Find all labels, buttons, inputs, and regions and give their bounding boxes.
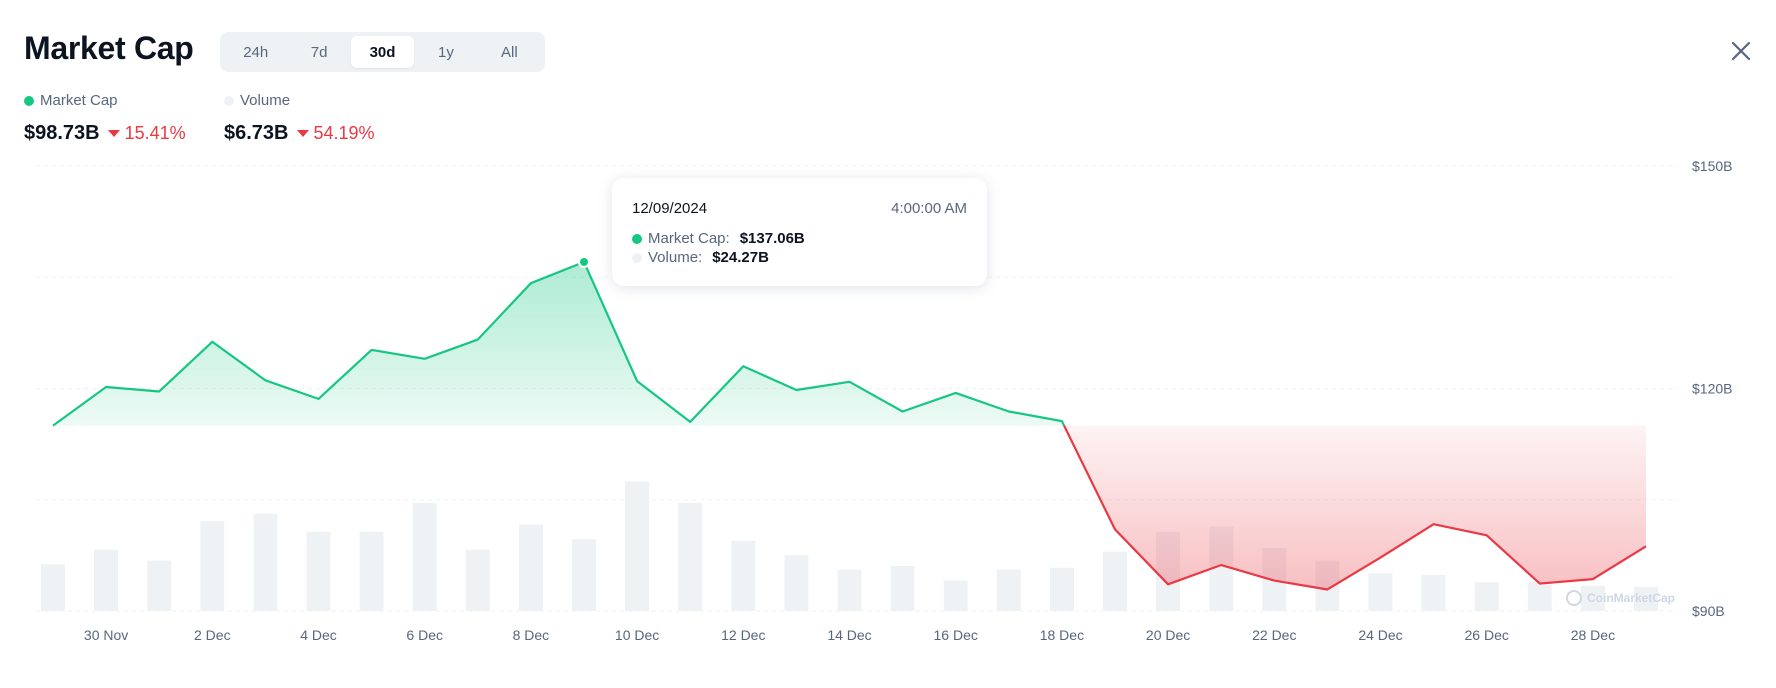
x-tick-label: 8 Dec [513,627,550,643]
volume-bar [1474,582,1499,611]
volume-change: 54.19% [296,123,375,144]
y-tick-label: $120B [1692,381,1732,397]
watermark-text: CoinMarketCap [1587,591,1676,605]
market-cap-change-text: 15.41% [124,123,186,143]
x-tick-label: 6 Dec [406,627,443,643]
volume-bar [890,566,915,611]
market-cap-line-down [1063,425,1647,591]
caret-down-icon [107,130,120,137]
tab-7d[interactable]: 7d [310,43,328,61]
tooltip-volume-label: Volume: [648,249,703,266]
volume-dot-icon [632,252,642,263]
tab-1y[interactable]: 1y [438,43,454,61]
legend-market-cap-label: Market Cap [40,92,118,109]
y-tick-label: $150B [1692,158,1732,174]
close-icon[interactable] [1726,36,1756,66]
watermark: CoinMarketCap [1566,590,1675,606]
tooltip-date: 12/09/2024 [632,200,708,217]
volume-value: $6.73B [224,122,289,144]
tooltip-market-cap-row: Market Cap: $137.06B [632,230,805,247]
volume-bar [625,481,650,611]
volume-bar [359,531,384,611]
volume-bar [1580,585,1605,611]
volume-bar [200,521,225,611]
volume-bar [1527,582,1552,611]
x-tick-label: 10 Dec [615,627,659,643]
volume-bar [1368,573,1393,611]
legend-volume[interactable]: Volume [224,92,290,109]
volume-bar [94,549,119,611]
volume-bar [253,513,278,611]
time-range-tabs: 24h 7d 30d 1y All [220,32,545,72]
volume-bar [1103,551,1127,611]
market-cap-value: $98.73B [24,122,100,144]
x-tick-label: 14 Dec [827,627,871,643]
market-cap-area-down [1064,425,1646,590]
volume-bar [996,569,1021,611]
volume-bar [572,539,596,611]
volume-bar [1421,575,1446,611]
tooltip-volume-value: $24.27B [712,249,769,266]
volume-change-text: 54.19% [313,123,375,143]
hover-point [578,255,590,268]
page-title: Market Cap [24,30,194,66]
coinmarketcap-logo-icon [1566,590,1582,606]
volume-bar [41,564,65,611]
tab-24h[interactable]: 24h [243,43,269,61]
volume-bar [731,540,756,611]
volume-bar [147,560,172,611]
volume-bar [1049,567,1074,611]
tooltip-market-cap-value: $137.06B [739,230,805,247]
tab-all[interactable]: All [500,43,518,61]
caret-down-icon [296,130,309,137]
volume-bar [412,503,437,611]
x-tick-label: 26 Dec [1465,627,1509,643]
volume-bar [784,555,809,611]
x-tick-label: 18 Dec [1040,627,1084,643]
x-tick-label: 16 Dec [934,627,978,643]
tab-30d[interactable]: 30d [350,36,415,68]
legend-market-cap[interactable]: Market Cap [24,92,118,109]
volume-bar [1634,586,1658,611]
legend-volume-label: Volume [240,92,291,109]
market-cap-summary: $98.73B 15.41% [24,122,186,145]
volume-bar [306,531,331,611]
market-cap-dot-icon [632,233,642,244]
chart-tooltip: 12/09/2024 4:00:00 AM Market Cap: $137.0… [612,178,987,286]
x-tick-label: 24 Dec [1358,627,1402,643]
x-tick-label: 20 Dec [1146,627,1190,643]
volume-summary: $6.73B 54.19% [224,122,375,145]
tooltip-volume-row: Volume: $24.27B [632,249,769,266]
volume-dot-icon [224,95,234,106]
volume-bar [465,549,490,611]
y-tick-label: $90B [1692,603,1725,619]
volume-bar [678,503,703,611]
market-cap-change: 15.41% [107,123,186,144]
volume-bar [518,524,543,611]
volume-bar [837,569,862,611]
x-tick-label: 2 Dec [194,627,231,643]
x-tick-label: 22 Dec [1252,627,1296,643]
x-tick-label: 30 Nov [84,627,128,643]
tooltip-time: 4:00:00 AM [891,200,967,217]
tooltip-market-cap-label: Market Cap: [648,230,730,247]
x-tick-label: 28 Dec [1571,627,1615,643]
volume-bar [943,580,968,611]
x-tick-label: 4 Dec [300,627,337,643]
market-cap-dot-icon [24,95,34,106]
x-tick-label: 12 Dec [721,627,765,643]
market-cap-area-up [53,261,1065,426]
